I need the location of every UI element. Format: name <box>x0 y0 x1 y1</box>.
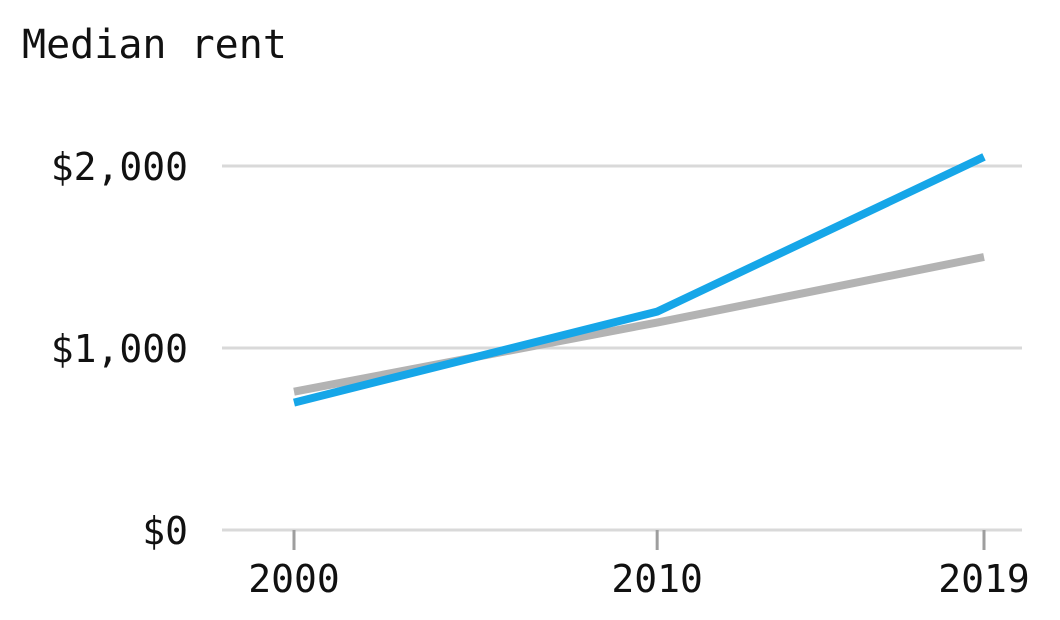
y-axis-tick-labels: $0 $1,000 $2,000 <box>51 145 188 553</box>
y-tick-label-0: $0 <box>142 509 188 553</box>
gridlines <box>222 164 1022 532</box>
series-line-1 <box>293 153 986 407</box>
x-axis-ticks: 2000 2010 2019 <box>248 530 1030 601</box>
chart-title: Median rent <box>22 22 287 68</box>
y-tick-label-2000: $2,000 <box>51 145 188 189</box>
x-tick-label-2010: 2010 <box>611 557 703 601</box>
x-tick-label-2019: 2019 <box>938 557 1030 601</box>
x-tick-label-2000: 2000 <box>248 557 340 601</box>
y-tick-label-1000: $1,000 <box>51 327 188 371</box>
series-lines <box>293 153 986 407</box>
series-line-2 <box>293 253 985 396</box>
